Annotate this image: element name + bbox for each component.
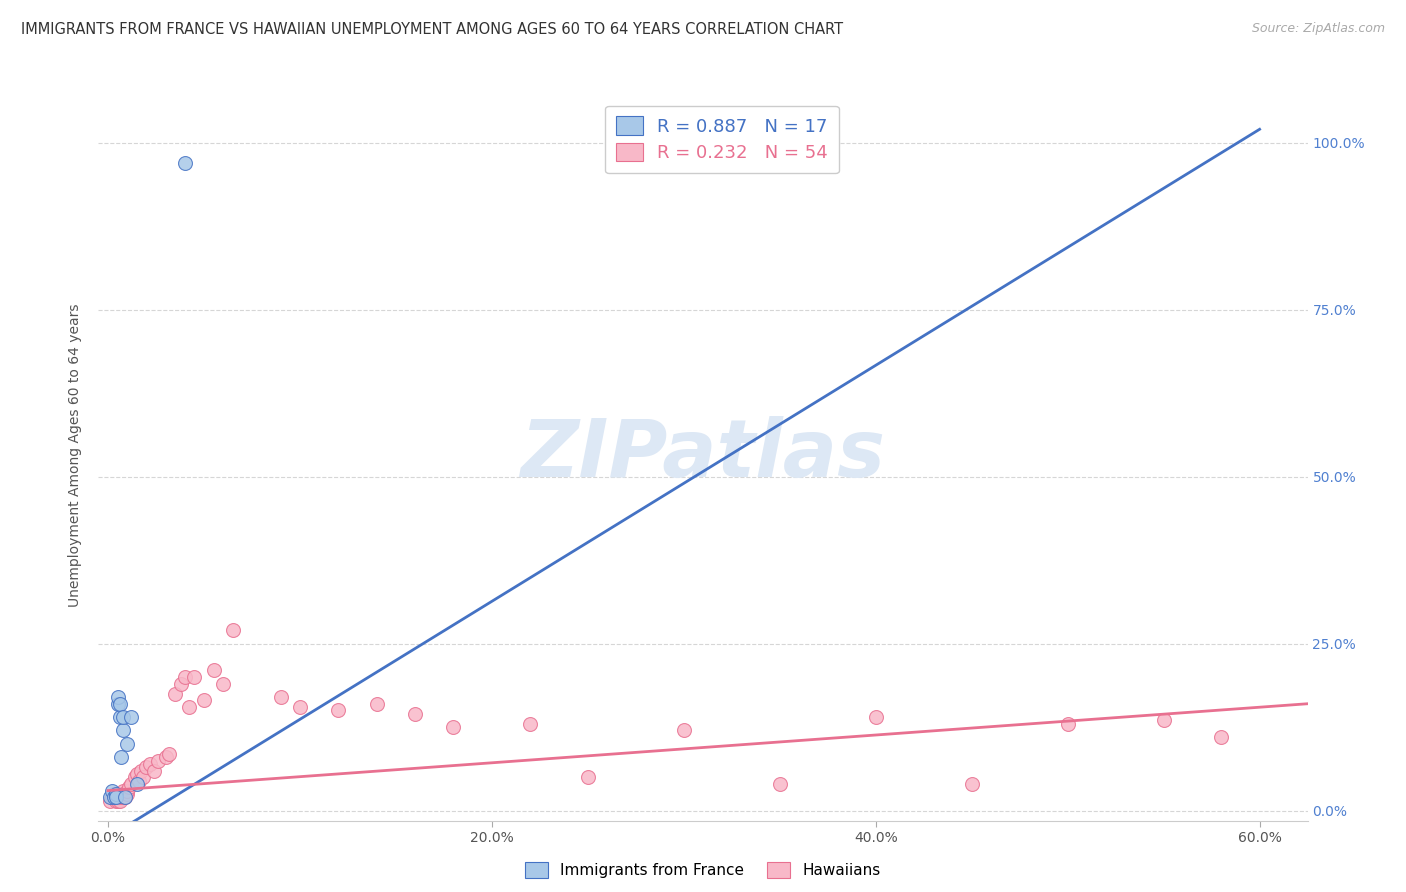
Point: [110, 750, 132, 764]
Point: [101, 783, 124, 797]
Point: [115, 737, 138, 751]
Point: [128, 773, 150, 788]
Point: [222, 624, 245, 638]
Point: [115, 787, 138, 801]
Point: [110, 787, 132, 801]
Point: [443, 720, 465, 734]
Point: [112, 710, 135, 724]
Point: [103, 790, 125, 805]
Point: [104, 787, 127, 801]
Point: [1056, 716, 1078, 731]
Point: [131, 770, 153, 784]
Point: [183, 670, 205, 684]
Point: [101, 790, 124, 805]
Point: [110, 790, 132, 805]
Point: [143, 764, 166, 778]
Point: [115, 783, 138, 797]
Point: [118, 780, 141, 795]
Point: [98, 794, 121, 808]
Point: [519, 716, 541, 731]
Point: [270, 690, 292, 704]
Point: [202, 664, 225, 678]
Point: [170, 676, 193, 690]
Point: [155, 750, 177, 764]
Point: [146, 754, 169, 768]
Point: [177, 700, 200, 714]
Point: [112, 783, 135, 797]
Point: [129, 764, 152, 778]
Point: [865, 710, 887, 724]
Point: [98, 790, 121, 805]
Text: IMMIGRANTS FROM FRANCE VS HAWAIIAN UNEMPLOYMENT AMONG AGES 60 TO 64 YEARS CORREL: IMMIGRANTS FROM FRANCE VS HAWAIIAN UNEMP…: [21, 22, 844, 37]
Point: [1153, 714, 1175, 728]
Point: [114, 790, 136, 805]
Point: [104, 790, 127, 805]
Point: [107, 794, 129, 808]
Point: [173, 155, 195, 169]
Point: [139, 756, 162, 771]
Point: [107, 697, 129, 711]
Point: [104, 790, 127, 805]
Point: [212, 676, 235, 690]
Point: [125, 767, 148, 781]
Point: [108, 697, 131, 711]
Point: [135, 760, 157, 774]
Text: Source: ZipAtlas.com: Source: ZipAtlas.com: [1251, 22, 1385, 36]
Point: [960, 777, 983, 791]
Point: [120, 777, 142, 791]
Legend: R = 0.887   N = 17, R = 0.232   N = 54: R = 0.887 N = 17, R = 0.232 N = 54: [605, 105, 839, 173]
Point: [1211, 730, 1233, 744]
Point: [404, 706, 426, 721]
Point: [165, 687, 187, 701]
Point: [125, 777, 148, 791]
Point: [114, 790, 136, 805]
Legend: Immigrants from France, Hawaiians: Immigrants from France, Hawaiians: [519, 856, 887, 884]
Point: [108, 710, 131, 724]
Point: [107, 790, 129, 805]
Point: [288, 700, 311, 714]
Point: [328, 703, 350, 717]
Y-axis label: Unemployment Among Ages 60 to 64 years: Unemployment Among Ages 60 to 64 years: [69, 303, 83, 607]
Point: [103, 787, 125, 801]
Point: [103, 790, 125, 805]
Text: ZIPatlas: ZIPatlas: [520, 416, 886, 494]
Point: [193, 693, 215, 707]
Point: [366, 697, 388, 711]
Point: [672, 723, 695, 738]
Point: [112, 790, 135, 805]
Point: [107, 690, 129, 704]
Point: [108, 794, 131, 808]
Point: [576, 770, 599, 784]
Point: [108, 787, 131, 801]
Point: [173, 670, 195, 684]
Point: [159, 747, 181, 761]
Point: [104, 794, 127, 808]
Point: [769, 777, 792, 791]
Point: [120, 710, 142, 724]
Point: [124, 770, 146, 784]
Point: [112, 723, 135, 738]
